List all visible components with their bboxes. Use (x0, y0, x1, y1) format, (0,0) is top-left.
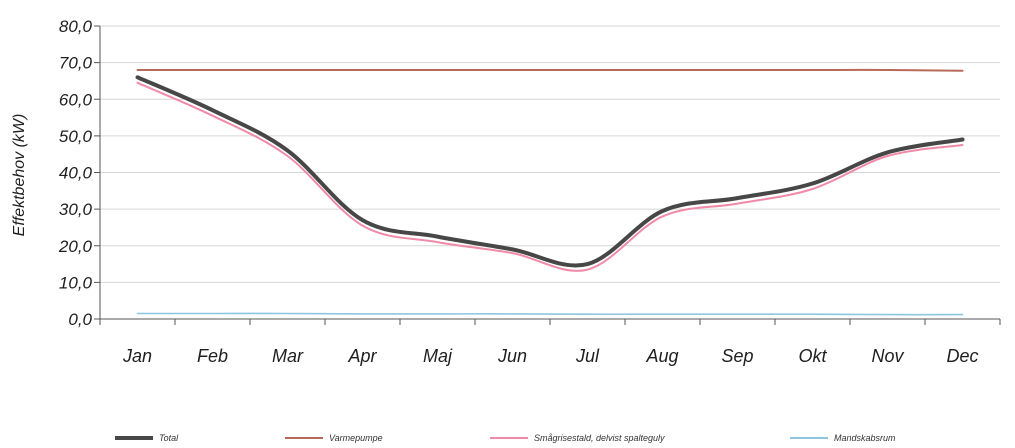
series-line-sm-grisestald-delvist-spalteguly (136, 81, 964, 272)
x-tick-label: Maj (423, 346, 453, 366)
legend-label: Mandskabsrum (834, 433, 896, 443)
x-tick-label: Jan (122, 346, 152, 366)
x-tick-label: Mar (272, 346, 304, 366)
series-line-total (135, 75, 965, 268)
x-tick-label: Dec (946, 346, 978, 366)
y-tick-label: 30,0 (59, 200, 93, 219)
y-axis-label: Effektbehov (kW) (11, 114, 28, 237)
x-tick-label: Apr (347, 346, 377, 366)
y-tick-label: 40,0 (59, 164, 93, 183)
x-tick-labels: Jan Feb Mar Apr Maj Jun Jul Aug Sep Okt Nov Dec (122, 346, 979, 366)
x-tick-label: Aug (645, 346, 678, 366)
series-line-varmepumpe (136, 68, 964, 72)
axes (99, 26, 1001, 325)
series-lines (135, 68, 965, 316)
x-tick-label: Sep (721, 346, 753, 366)
y-tick-labels: 0,0 10,0 20,0 30,0 40,0 50,0 60,0 70,0 80,0 (58, 17, 93, 329)
x-tick-label: Okt (798, 346, 827, 366)
y-tick-label: 70,0 (59, 54, 93, 73)
gridlines (94, 25, 1000, 320)
x-tick-label: Feb (197, 346, 228, 366)
legend-label: Varmepumpe (329, 433, 383, 443)
y-tick-label: 80,0 (59, 17, 93, 36)
legend-label: Smågrisestald, delvist spalteguly (534, 433, 665, 443)
x-tick-label: Nov (871, 346, 904, 366)
y-tick-label: 60,0 (59, 90, 93, 109)
y-tick-label: 20,0 (58, 237, 93, 256)
y-tick-label: 50,0 (59, 127, 93, 146)
y-tick-label: 10,0 (59, 273, 93, 292)
y-tick-label: 0,0 (68, 310, 92, 329)
x-tick-label: Jul (575, 346, 600, 366)
series-line-mandskabsrum (136, 312, 964, 316)
legend: Total Varmepumpe Smågrisestald, delvist sp… (115, 433, 896, 443)
x-tick-label: Jun (497, 346, 527, 366)
legend-label: Total (159, 433, 179, 443)
